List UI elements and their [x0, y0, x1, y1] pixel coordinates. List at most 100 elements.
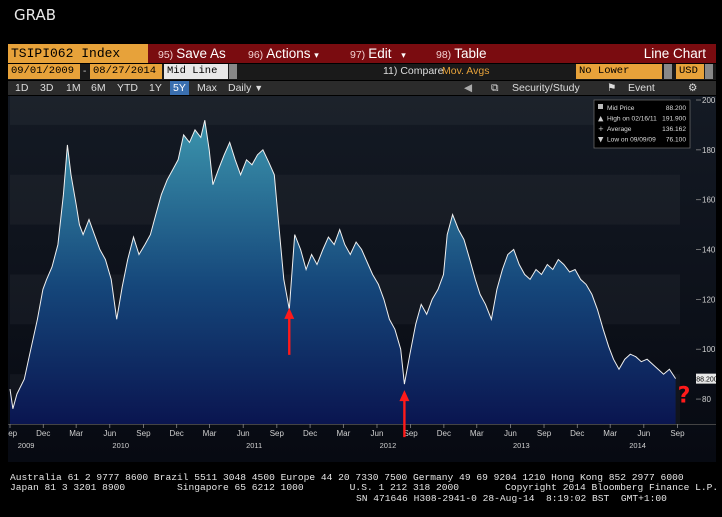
x-year-label: 2011: [246, 441, 262, 450]
x-tick-label: Mar: [336, 429, 350, 438]
event-button[interactable]: Event: [628, 82, 655, 94]
grid-band: [10, 175, 680, 225]
end-date-field[interactable]: 08/27/2014: [90, 64, 162, 79]
x-tick-label: Sep: [270, 429, 285, 438]
x-tick-label: Dec: [36, 429, 50, 438]
mov-avgs-button[interactable]: Mov. Avgs: [442, 65, 490, 77]
period-1d[interactable]: 1D: [15, 82, 29, 94]
price-area: [10, 120, 676, 424]
period-6m[interactable]: 6M: [91, 82, 106, 94]
legend-marker: ▼: [598, 136, 604, 144]
edit-num: 97): [350, 49, 366, 61]
legend-value: 76.100: [666, 137, 687, 144]
frequency-select[interactable]: Daily ▼: [228, 81, 263, 95]
save-as-button[interactable]: 95) Save As: [158, 44, 226, 63]
legend-value: 136.162: [662, 126, 686, 133]
x-year-label: 2009: [18, 441, 35, 450]
x-tick-label: Sep: [537, 429, 552, 438]
x-tick-label: Jun: [371, 429, 384, 438]
x-year-label: 2010: [112, 441, 129, 450]
scroll-left-icon[interactable]: ◀: [464, 82, 473, 94]
x-tick-label: Mar: [470, 429, 484, 438]
lower-chart-select[interactable]: No Lower Chart: [576, 64, 662, 92]
legend-label: Average: [607, 126, 632, 133]
legend-marker: +: [598, 125, 604, 133]
x-tick-label: Dec: [437, 429, 451, 438]
edit-label: Edit: [368, 46, 392, 61]
window-title: GRAB: [14, 6, 56, 24]
footer-line-2: Japan 81 3 3201 8900 Singapore 65 6212 1…: [10, 482, 719, 493]
actions-button[interactable]: 96) Actions ▾: [248, 44, 319, 63]
save-as-num: 95): [158, 49, 174, 61]
x-year-label: 2012: [380, 441, 397, 450]
edit-button[interactable]: 97) Edit ▾: [350, 44, 406, 63]
y-tick-label: 180: [702, 146, 716, 155]
caret-down-icon: ▾: [314, 50, 319, 60]
start-date-field[interactable]: 09/01/2009: [8, 64, 80, 79]
legend-marker: ▲: [598, 115, 604, 123]
question-mark-annotation: ?: [678, 384, 691, 409]
x-year-label: 2013: [513, 441, 530, 450]
lower-chart-dropdown-icon[interactable]: [664, 64, 672, 79]
gear-icon[interactable]: ⚙: [688, 82, 698, 94]
legend-label: Mid Price: [607, 105, 635, 112]
red-arrow-annotation: [399, 390, 410, 438]
legend-swatch: [598, 104, 603, 109]
date-dash: -: [83, 66, 87, 77]
table-num: 98): [436, 49, 452, 61]
x-tick-label: Sep: [403, 429, 418, 438]
period-max[interactable]: Max: [197, 82, 217, 94]
x-tick-label: Sep: [8, 429, 18, 438]
period-1y[interactable]: 1Y: [149, 82, 162, 94]
period-1m[interactable]: 1M: [66, 82, 81, 94]
y-tick-label: 120: [702, 295, 716, 304]
period-5y[interactable]: 5Y: [170, 81, 189, 95]
compare-button[interactable]: 11) Compare: [383, 65, 444, 77]
price-line: [9, 120, 677, 409]
frequency-label: Daily: [228, 82, 252, 94]
actions-label: Actions: [266, 46, 311, 61]
actions-num: 96): [248, 49, 264, 61]
security-study-button[interactable]: Security/Study: [512, 82, 580, 94]
event-flag-icon[interactable]: ⚑: [607, 82, 617, 94]
x-tick-label: Mar: [203, 429, 217, 438]
legend-box: [593, 99, 691, 149]
period-ytd[interactable]: YTD: [117, 82, 138, 94]
x-tick-label: Jun: [103, 429, 116, 438]
x-tick-label: Dec: [303, 429, 317, 438]
y-tick-label: 100: [702, 345, 716, 354]
currency-dropdown-icon[interactable]: [705, 64, 713, 79]
x-tick-label: Dec: [570, 429, 584, 438]
y-tick-label: 140: [702, 246, 716, 255]
legend-label: Low on 09/09/09: [607, 137, 656, 144]
y-tick-label: 200: [702, 96, 716, 105]
red-arrow-annotation: [284, 307, 295, 355]
grid-band: [10, 96, 680, 125]
ticker-field[interactable]: TSIPI062 Index: [8, 44, 148, 63]
price-chart: 80 100 120 140 160 180 200 Sep Dec Mar Jun Sep Dec M…: [8, 96, 716, 462]
x-tick-label: Sep: [670, 429, 685, 438]
x-tick-label: Mar: [69, 429, 83, 438]
save-as-label: Save As: [176, 46, 226, 61]
x-tick-label: Jun: [237, 429, 250, 438]
footer-line-3: SN 471646 H308-2941-0 28-Aug-14 8:19:02 …: [356, 493, 667, 504]
last-value-box: [696, 373, 716, 384]
caret-down-icon: ▾: [401, 50, 406, 60]
x-year-label: 2014: [629, 441, 646, 450]
mode-select[interactable]: Mid Line: [164, 64, 228, 79]
x-tick-label: Jun: [637, 429, 650, 438]
table-label: Table: [454, 46, 487, 61]
mode-dropdown-icon[interactable]: [229, 64, 237, 79]
x-tick-label: Dec: [170, 429, 184, 438]
x-tick-label: Jun: [504, 429, 517, 438]
caret-down-icon: ▼: [254, 83, 264, 93]
currency-select[interactable]: USD: [676, 64, 704, 79]
x-tick-label: Mar: [603, 429, 617, 438]
last-value-text: 88.200: [696, 377, 716, 384]
chart-line-icon[interactable]: ⧉: [491, 82, 499, 94]
table-button[interactable]: 98) Table: [436, 44, 486, 63]
period-3d[interactable]: 3D: [40, 82, 54, 94]
legend-value: 191.900: [662, 116, 686, 123]
footer-line-1: Australia 61 2 9777 8600 Brazil 5511 304…: [10, 472, 684, 483]
y-tick-label: 160: [702, 196, 716, 205]
